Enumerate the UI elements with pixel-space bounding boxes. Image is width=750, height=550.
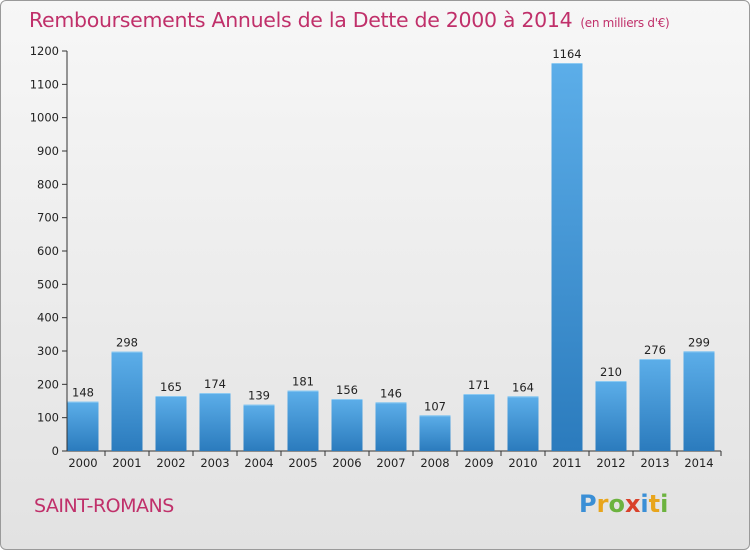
x-tick-label: 2003 <box>200 456 229 470</box>
y-tick-label: 100 <box>37 411 59 425</box>
x-tick-label: 2014 <box>684 456 713 470</box>
data-label: 171 <box>468 378 490 392</box>
data-label: 276 <box>644 343 666 357</box>
y-tick-label: 300 <box>37 344 59 358</box>
bar <box>331 399 363 451</box>
y-tick-label: 1000 <box>30 111 59 125</box>
x-tick-label: 2006 <box>332 456 361 470</box>
proxiti-logo: Proxiti <box>579 490 669 518</box>
x-tick-label: 2010 <box>508 456 537 470</box>
x-tick-label: 2008 <box>420 456 449 470</box>
y-tick-label: 1200 <box>30 44 59 58</box>
x-tick-label: 2002 <box>156 456 185 470</box>
bar <box>199 393 231 451</box>
bar <box>287 390 319 451</box>
bar <box>683 351 715 451</box>
y-tick-label: 500 <box>37 277 59 291</box>
bar <box>551 63 583 451</box>
axes: 0 100 200 300 400 500 600 700 800 900 1000 1100 1200… <box>30 44 722 470</box>
data-label: 298 <box>116 336 138 350</box>
data-label: 156 <box>336 383 358 397</box>
x-tick-label: 2001 <box>112 456 141 470</box>
x-tick-label: 2000 <box>68 456 97 470</box>
data-label: 165 <box>160 380 182 394</box>
x-tick-label: 2011 <box>552 456 581 470</box>
data-label: 1164 <box>552 47 581 61</box>
chart-unit: (en milliers d'€) <box>580 16 670 30</box>
bar <box>595 381 627 451</box>
x-tick-label: 2013 <box>640 456 669 470</box>
bar <box>155 396 187 451</box>
y-tick-label: 200 <box>37 377 59 391</box>
data-label: 181 <box>292 375 314 389</box>
bar <box>507 396 539 451</box>
x-tick-label: 2007 <box>376 456 405 470</box>
data-label: 146 <box>380 386 402 400</box>
bar <box>639 359 671 451</box>
bar <box>419 415 451 451</box>
y-tick-label: 0 <box>52 444 59 458</box>
bar <box>243 404 275 451</box>
x-tick-label: 2004 <box>244 456 273 470</box>
y-tick-label: 400 <box>37 311 59 325</box>
x-tick-label: 2005 <box>288 456 317 470</box>
value-labels-group: 148 298 165 174 139 181 156 146 107 171 164 1164 210… <box>72 47 710 413</box>
bar <box>67 401 99 451</box>
data-label: 210 <box>600 365 622 379</box>
x-tick-label: 2012 <box>596 456 625 470</box>
data-label: 299 <box>688 335 710 349</box>
y-tick-label: 700 <box>37 211 59 225</box>
data-label: 107 <box>424 399 446 413</box>
bar <box>463 394 495 451</box>
y-tick-label: 800 <box>37 177 59 191</box>
y-tick-label: 1100 <box>30 77 59 91</box>
chart-title-text: Remboursements Annuels de la Dette de 20… <box>29 8 573 32</box>
y-tick-label: 900 <box>37 144 59 158</box>
bar <box>375 402 407 451</box>
data-label: 164 <box>512 380 534 394</box>
data-label: 174 <box>204 377 226 391</box>
bars-group <box>67 63 715 451</box>
commune-name: SAINT-ROMANS <box>34 495 174 517</box>
bar <box>111 351 143 451</box>
data-label: 139 <box>248 389 270 403</box>
chart-title: Remboursements Annuels de la Dette de 20… <box>29 8 670 32</box>
y-tick-label: 600 <box>37 244 59 258</box>
data-label: 148 <box>72 386 94 400</box>
x-tick-label: 2009 <box>464 456 493 470</box>
